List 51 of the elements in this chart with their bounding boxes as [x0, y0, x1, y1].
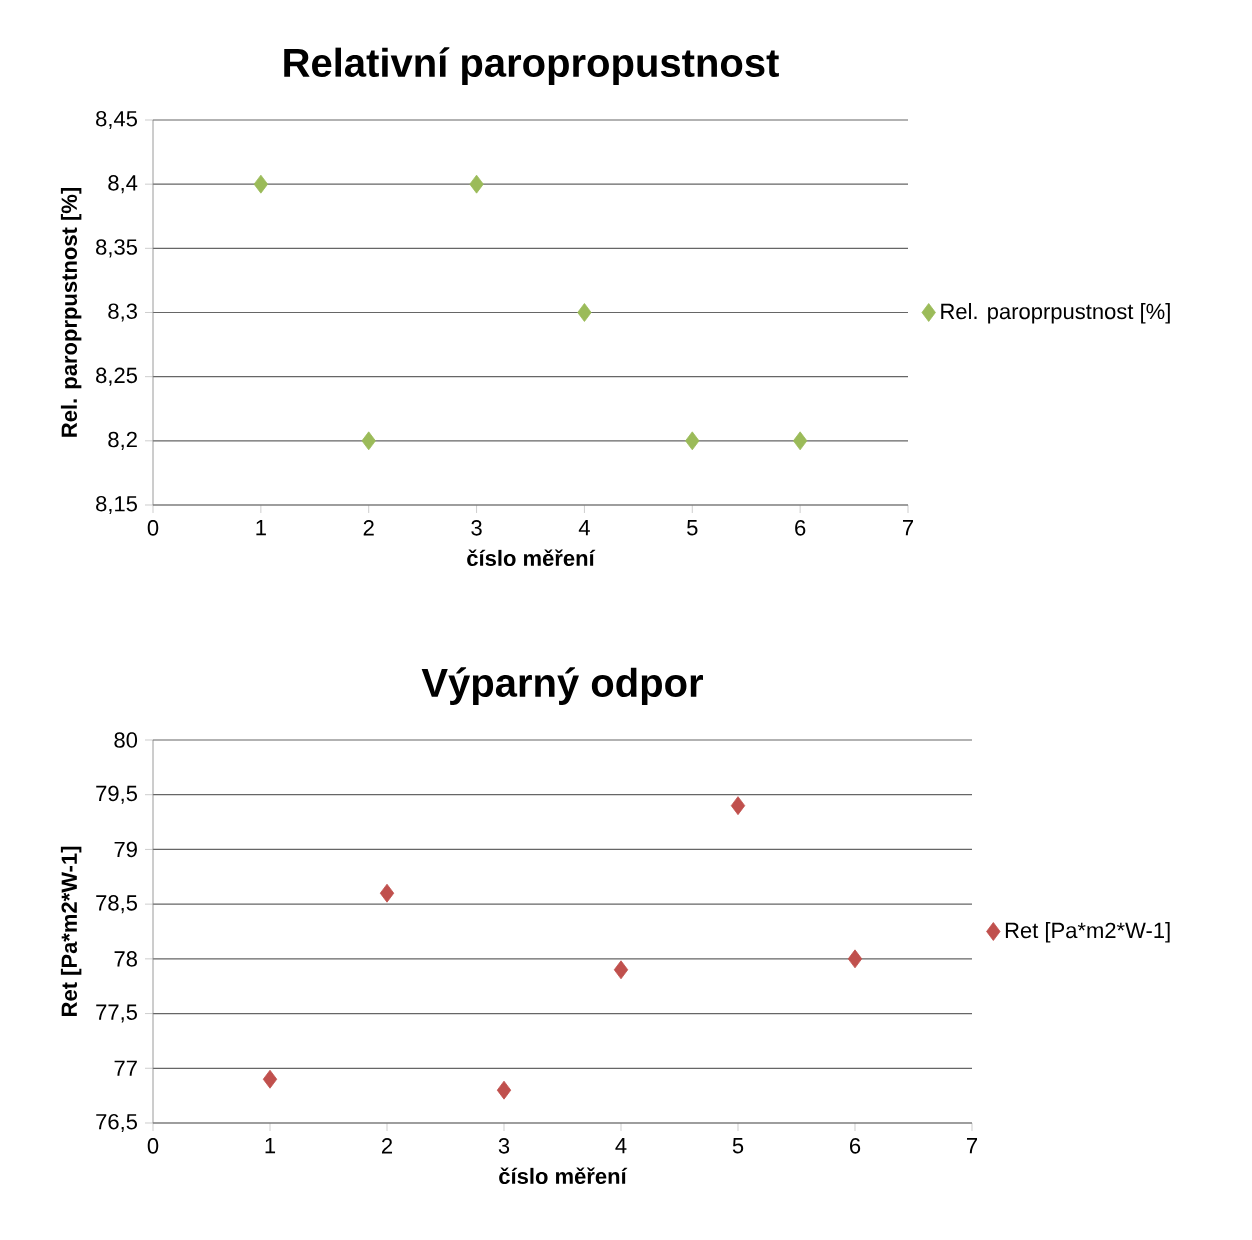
- point: [685, 431, 700, 451]
- y-axis-title: Rel. paroprpustnost [%]: [60, 188, 82, 437]
- point: [847, 949, 863, 969]
- y-axis-title: Ret [Pa*m2*W-1]: [60, 846, 82, 1016]
- legend-label: Ret [Pa*m2*W-1]: [1005, 922, 1170, 943]
- x-tick-label: 4: [615, 1138, 627, 1154]
- x-tick-label: 5: [732, 1138, 744, 1154]
- x-tick-label: 7: [903, 520, 914, 536]
- y-tick-label: 8,4: [108, 175, 138, 194]
- y-tick-label: 8,45: [96, 110, 137, 130]
- point: [361, 431, 376, 451]
- point: [577, 303, 592, 322]
- y-tick-label: 77: [114, 1060, 137, 1076]
- x-tick-label: 3: [471, 520, 482, 536]
- x-tick-label: 4: [578, 520, 590, 536]
- point: [379, 883, 395, 903]
- x-tick-label: 3: [498, 1138, 510, 1154]
- y-tick-label: 79: [114, 841, 137, 858]
- point: [730, 796, 746, 816]
- x-tick-label: 2: [363, 520, 374, 536]
- chart-title: Výparný odpor: [421, 667, 704, 705]
- x-axis-title: číslo měření: [467, 549, 596, 567]
- y-tick-label: 8,35: [96, 239, 137, 258]
- y-tick-label: 80: [114, 732, 138, 748]
- point: [469, 174, 484, 194]
- point: [253, 174, 269, 194]
- x-tick-label: 2: [381, 1138, 393, 1154]
- x-tick-label: 0: [147, 520, 159, 536]
- x-tick-label: 7: [967, 1138, 978, 1154]
- point: [262, 1069, 278, 1089]
- y-tick-label: 76,5: [96, 1113, 137, 1133]
- point: [613, 960, 629, 980]
- y-tick-label: 8,3: [108, 303, 137, 322]
- y-tick-label: 8,25: [96, 367, 137, 386]
- point: [792, 431, 808, 451]
- x-tick-label: 0: [147, 1138, 159, 1154]
- x-tick-label: 1: [256, 520, 266, 536]
- y-tick-label: 79,5: [96, 785, 137, 804]
- x-tick-label: 1: [265, 1138, 276, 1154]
- y-tick-label: 78,5: [96, 895, 137, 914]
- x-tick-label: 5: [687, 520, 698, 536]
- point: [496, 1080, 512, 1100]
- y-tick-label: 8,2: [108, 431, 137, 450]
- chart-title: Relativní paropropustnost: [284, 47, 779, 85]
- x-tick-label: 6: [795, 520, 806, 536]
- legend-label: Rel. paroprpustnost [%]: [941, 303, 1170, 324]
- x-tick-label: 6: [850, 1138, 861, 1154]
- y-tick-label: 77,5: [96, 1004, 137, 1023]
- x-axis-title: číslo měření: [499, 1167, 628, 1185]
- y-tick-label: 8,15: [96, 495, 137, 515]
- y-tick-label: 78: [114, 951, 137, 967]
